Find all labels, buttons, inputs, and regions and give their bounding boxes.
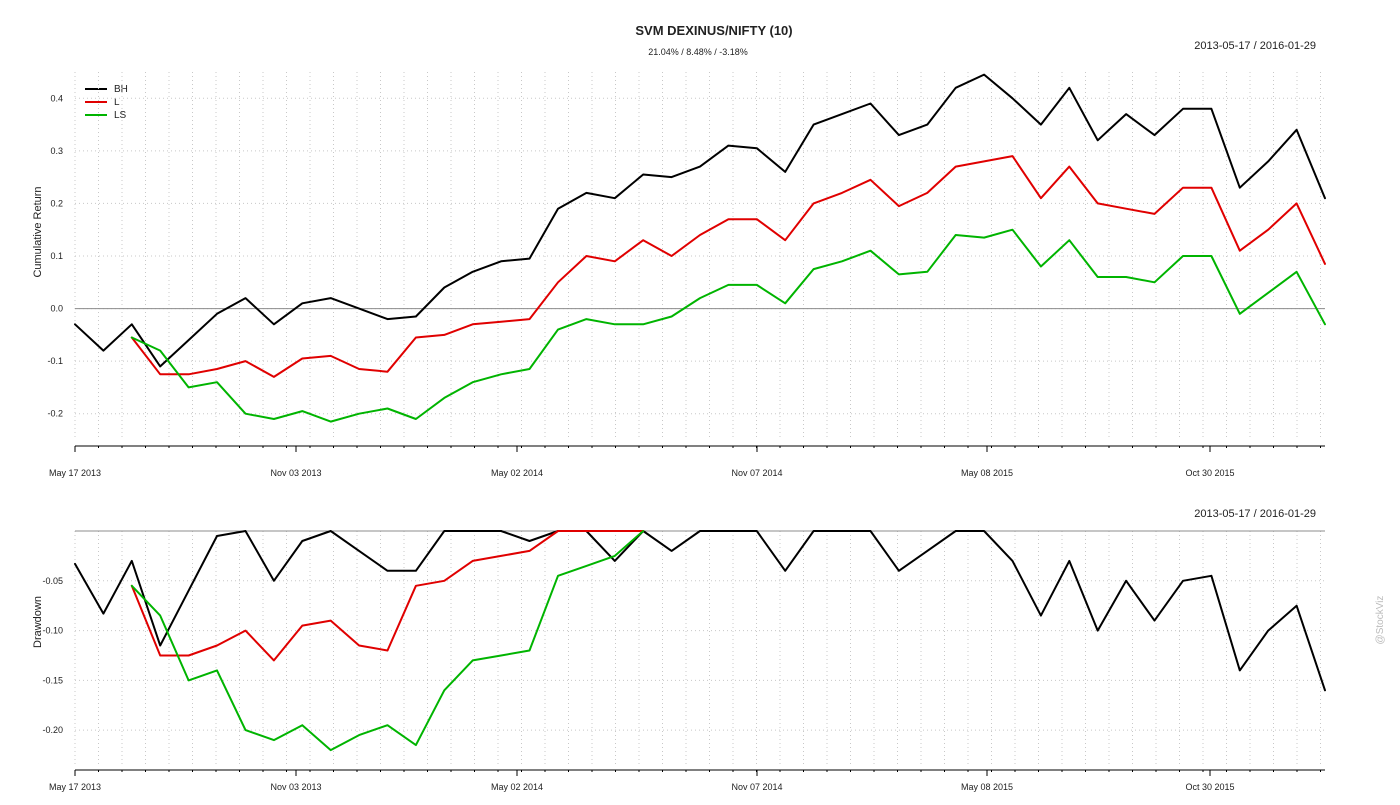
- series-line-bh-cumulative-return: [74, 73, 1326, 368]
- x-tick-label: May 17 2013: [49, 468, 101, 478]
- x-tick-label: May 02 2014: [491, 468, 543, 478]
- chart-subtitle: 21.04% / 8.48% / -3.18%: [648, 47, 748, 57]
- top-date-range: 2013-05-17 / 2016-01-29: [1194, 40, 1316, 52]
- series-line-ls-drawdown: [130, 530, 645, 752]
- y-tick-label: -0.20: [42, 725, 63, 735]
- y-tick-label: 0.3: [50, 146, 63, 156]
- watermark: @StockViz: [1375, 596, 1386, 645]
- y-tick-label: -0.1: [47, 356, 63, 366]
- x-tick-label: Oct 30 2015: [1185, 468, 1234, 478]
- plot-layer: -0.2 -0.1 0.0 0.1 0.2 0.3 0.4 May 17 2013 Nov 03…: [42, 72, 1326, 792]
- legend-label-bh: BH: [114, 84, 128, 95]
- y-tick-label: 0.4: [50, 93, 63, 103]
- bottom-y-axis-label: Drawdown: [32, 596, 44, 648]
- x-tick-label: Nov 03 2013: [270, 468, 321, 478]
- series-line-bh-drawdown: [74, 530, 1326, 692]
- series-line-l-drawdown: [130, 530, 645, 662]
- chart-title: SVM DEXINUS/NIFTY (10): [635, 23, 792, 38]
- y-tick-label: 0.1: [50, 251, 63, 261]
- x-tick-label: May 17 2013: [49, 782, 101, 792]
- x-tick-label: Nov 03 2013: [270, 782, 321, 792]
- top-y-axis-label: Cumulative Return: [32, 186, 44, 277]
- legend: BH L LS: [85, 84, 128, 121]
- series-line-ls-cumulative-return: [130, 228, 1326, 423]
- x-tick-label: Nov 07 2014: [731, 468, 782, 478]
- y-tick-label: -0.2: [47, 409, 63, 419]
- x-tick-label: May 02 2014: [491, 782, 543, 792]
- series-line-l-cumulative-return: [130, 155, 1326, 378]
- y-tick-label: -0.15: [42, 675, 63, 685]
- x-tick-label: Oct 30 2015: [1185, 782, 1234, 792]
- bottom-date-range: 2013-05-17 / 2016-01-29: [1194, 508, 1316, 520]
- y-tick-label: 0.2: [50, 198, 63, 208]
- y-tick-label: 0.0: [50, 304, 63, 314]
- x-tick-label: May 08 2015: [961, 782, 1013, 792]
- x-tick-label: May 08 2015: [961, 468, 1013, 478]
- y-tick-label: -0.05: [42, 576, 63, 586]
- legend-label-ls: LS: [114, 110, 127, 121]
- x-tick-label: Nov 07 2014: [731, 782, 782, 792]
- y-tick-label: -0.10: [42, 626, 63, 636]
- legend-label-l: L: [114, 97, 120, 108]
